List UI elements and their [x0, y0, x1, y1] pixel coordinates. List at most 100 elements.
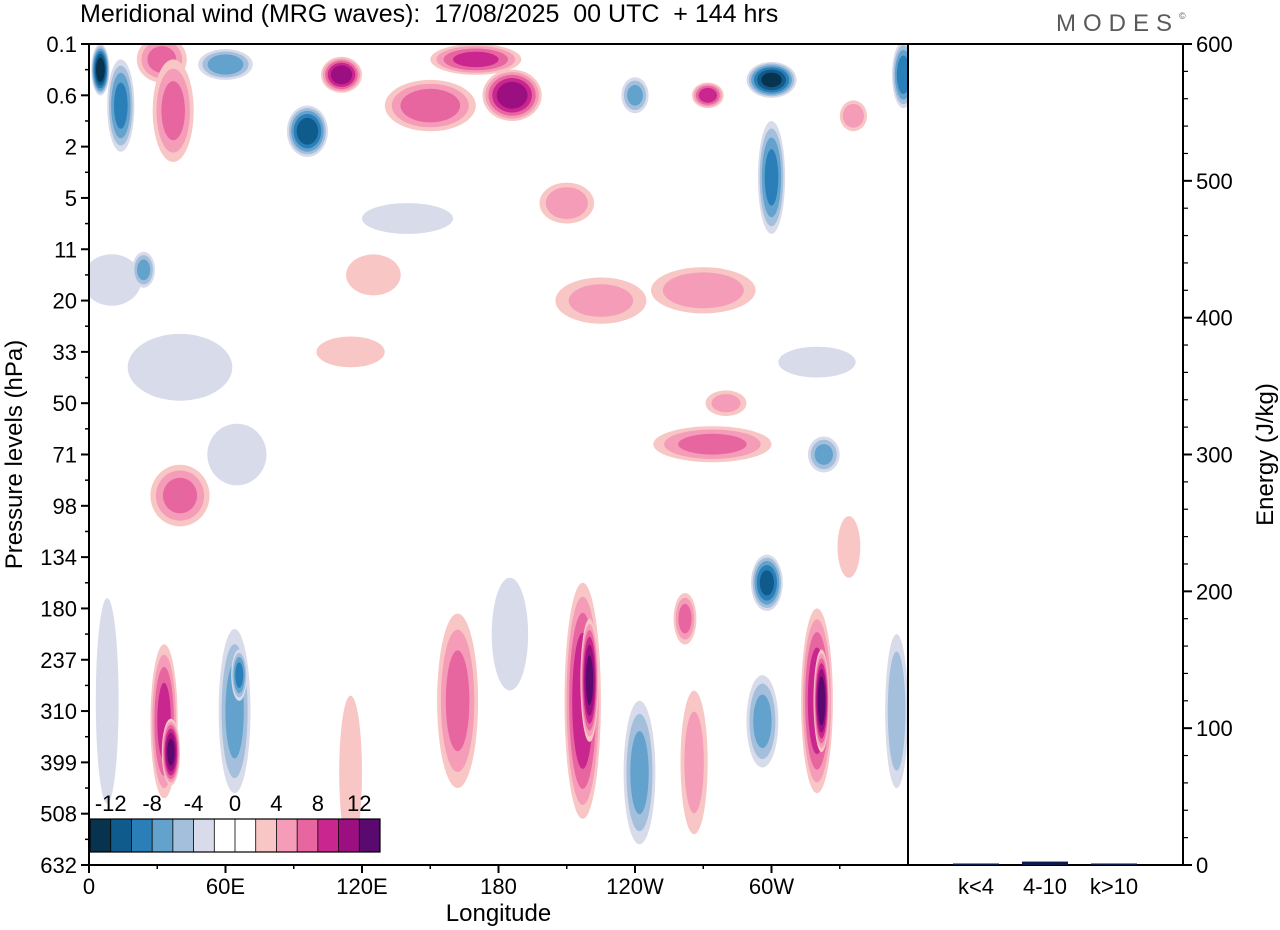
energy-category-label: k>10 [1090, 874, 1138, 899]
wind-anomaly [892, 44, 908, 109]
wind-contour [678, 603, 692, 634]
wind-contour [496, 81, 528, 109]
wind-anomaly [673, 593, 697, 645]
energy-axis-label: Energy (J/kg) [1252, 383, 1279, 526]
wind-anomaly [653, 426, 772, 463]
logo-mark: © [1179, 11, 1186, 21]
y-tick-label: 399 [40, 750, 77, 775]
wind-contour [761, 72, 782, 88]
x-tick-label: 0 [83, 874, 95, 899]
colorbar-swatch [317, 819, 340, 852]
wind-contour [842, 103, 865, 128]
wind-contour [678, 433, 747, 455]
energy-category-label: 4-10 [1023, 874, 1067, 899]
wind-anomaly [807, 436, 840, 473]
y-axis-label: Pressure levels (hPa) [1, 340, 28, 569]
wind-contour [698, 87, 717, 103]
colorbar-swatch [193, 819, 215, 852]
wind-contour [339, 695, 362, 850]
modes-logo: MODES© [1056, 10, 1186, 38]
wind-contour [491, 577, 529, 691]
y-tick-label: 50 [53, 391, 77, 416]
main-axes: 0.1 0.6 2 5 11 20 33 50 71 98 134 180 237 310 399 508 63… [1, 32, 909, 927]
wind-contour [837, 516, 861, 578]
x-tick-label: 60W [749, 874, 794, 899]
y-tick-label: 180 [40, 596, 77, 621]
colorbar-swatch [214, 819, 236, 852]
wind-contour [568, 284, 634, 317]
wind-anomaly [482, 69, 542, 122]
colorbar: -12 -8 -4 0 4 8 12 [89, 791, 381, 853]
wind-contour [96, 57, 105, 82]
wind-anomaly [837, 516, 861, 578]
wind-contour [545, 187, 588, 220]
wind-field [89, 44, 908, 850]
wind-contour [662, 272, 744, 309]
energy-tick-label: 500 [1196, 169, 1233, 194]
wind-anomaly [580, 618, 599, 742]
wind-anomaly [430, 44, 522, 75]
y-tick-label: 0.1 [46, 32, 77, 57]
wind-contour [114, 82, 128, 129]
wind-anomaly [95, 598, 119, 804]
colorbar-label: 8 [312, 791, 324, 816]
wind-anomaly [491, 577, 529, 691]
wind-anomaly [161, 718, 180, 786]
colorbar-swatch [235, 819, 257, 852]
energy-category-label: k<4 [958, 874, 994, 899]
colorbar-swatch [152, 819, 174, 852]
wind-contour [711, 394, 741, 413]
colorbar-label: 0 [229, 791, 241, 816]
y-tick-label: 508 [40, 802, 77, 827]
wind-anomaly [839, 100, 868, 132]
wind-contour [896, 55, 908, 95]
wind-contour [296, 117, 319, 145]
wind-contour [207, 54, 244, 75]
wind-anomaly [555, 277, 647, 324]
x-axis-label: Longitude [446, 900, 551, 927]
colorbar-label: -4 [184, 791, 204, 816]
y-tick-label: 33 [53, 340, 77, 365]
wind-anomaly [691, 82, 724, 109]
colorbar-label: -8 [142, 791, 162, 816]
wind-contour [753, 694, 772, 748]
energy-axes: 0 100 200 300 400 500 600 k<4 4-10 k>10 Energy (J/… [908, 32, 1279, 899]
x-tick-label: 120E [336, 874, 387, 899]
wind-contour [316, 336, 385, 368]
wind-contour [167, 738, 175, 766]
energy-tick-label: 0 [1196, 853, 1208, 878]
chart-title: Meridional wind (MRG waves): 17/08/2025 … [80, 0, 779, 28]
wind-anomaly [198, 49, 253, 80]
wind-contour [453, 51, 499, 68]
wind-contour [684, 711, 704, 814]
y-tick-label: 2 [65, 135, 77, 160]
wind-anomaly [362, 203, 453, 234]
wind-contour [346, 254, 401, 296]
wind-contour [778, 346, 856, 378]
wind-anomaly [339, 695, 362, 850]
wind-anomaly [621, 77, 649, 114]
wind-anomaly [778, 346, 856, 378]
colorbar-swatch [172, 819, 195, 852]
wind-anomaly [316, 336, 385, 368]
colorbar-swatch [338, 819, 360, 852]
colorbar-swatch [276, 819, 298, 852]
energy-bar [1022, 861, 1068, 865]
wind-anomaly [89, 254, 142, 306]
y-tick-label: 20 [53, 289, 77, 314]
wind-contour [235, 662, 244, 688]
wind-anomaly [651, 267, 756, 314]
wind-contour [817, 676, 826, 726]
energy-bar [1091, 863, 1137, 865]
wind-anomaly [321, 56, 362, 93]
wind-anomaly [218, 629, 251, 794]
y-tick-label: 237 [40, 648, 77, 673]
wind-contour [887, 651, 906, 771]
y-tick-label: 5 [65, 186, 77, 211]
y-tick-label: 11 [54, 237, 77, 262]
wind-anomaly [346, 254, 401, 296]
wind-anomaly [127, 333, 233, 401]
energy-tick-label: 600 [1196, 32, 1233, 57]
colorbar-swatch [90, 819, 112, 852]
wind-contour [400, 88, 461, 123]
